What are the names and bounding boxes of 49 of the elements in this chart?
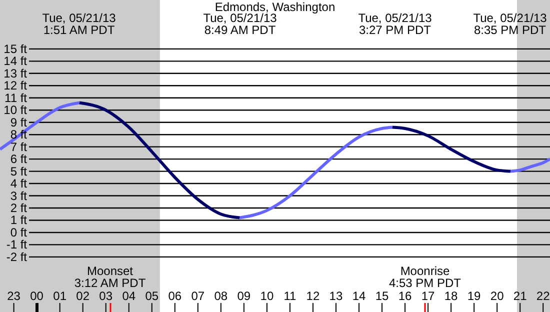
x-tick-label: 20 — [490, 289, 504, 303]
x-tick-label: 10 — [260, 289, 274, 303]
x-tick-label: 05 — [145, 289, 159, 303]
annotation: Tue, 05/21/13 8:35 PM PDT — [473, 11, 548, 37]
y-tick-label: 2 ft — [10, 201, 28, 215]
x-tick-label: 21 — [513, 289, 528, 303]
x-tick-label: 18 — [444, 289, 458, 303]
x-tick-label: 07 — [191, 289, 205, 303]
annotation: Tue, 05/21/13 3:27 PM PDT — [358, 11, 432, 37]
annotation: Tue, 05/21/13 1:51 AM PDT — [42, 11, 116, 37]
x-tick-label: 16 — [398, 289, 412, 303]
x-tick-label: 19 — [467, 289, 482, 303]
y-tick-label: 1 ft — [10, 213, 28, 228]
x-tick-label: 01 — [53, 289, 67, 303]
y-tick-label: 8 ft — [10, 128, 28, 142]
y-tick-label: -2 ft — [6, 250, 28, 264]
x-tick-label: 11 — [284, 289, 297, 303]
annotation: Moonset 3:12 AM PDT — [74, 264, 146, 290]
x-tick-label: 22 — [536, 289, 550, 303]
x-tick-label: 00 — [30, 289, 44, 303]
y-tick-label: 12 ft — [4, 78, 28, 93]
x-tick-label: 23 — [7, 289, 21, 303]
y-tick-label: 7 ft — [10, 140, 28, 154]
annotation: Moonrise 4:53 PM PDT — [388, 264, 462, 290]
y-tick-label: 5 ft — [10, 164, 28, 178]
x-tick-label: 17 — [421, 289, 436, 303]
y-tick-label: 9 ft — [10, 115, 28, 130]
x-tick-label: 09 — [237, 289, 251, 303]
y-tick-label: 3 ft — [10, 188, 28, 203]
x-tick-label: 02 — [76, 289, 90, 303]
y-tick-label: 4 ft — [10, 176, 28, 191]
x-tick-label: 04 — [122, 289, 136, 303]
annotation: Tue, 05/21/13 8:49 AM PDT — [203, 11, 278, 37]
y-tick-label: 10 ft — [4, 103, 28, 118]
y-tick-label: 14 ft — [4, 54, 28, 68]
y-tick-label: 13 ft — [4, 66, 28, 80]
x-tick-label: 06 — [168, 289, 182, 303]
x-tick-label: 03 — [99, 289, 113, 303]
x-tick-label: 14 — [352, 289, 366, 303]
y-tick-label: 11 ft — [4, 90, 28, 105]
x-tick-label: 12 — [306, 289, 320, 303]
x-tick-label: 08 — [214, 289, 228, 303]
chart-title: Edmonds, Washington — [214, 0, 336, 14]
y-tick-label: 6 ft — [10, 152, 28, 166]
y-tick-label: 15 ft — [4, 42, 28, 56]
x-tick-label: 13 — [329, 289, 343, 303]
y-tick-label: 0 ft — [10, 225, 28, 240]
x-tick-label: 15 — [375, 289, 390, 303]
y-tick-label: -1 ft — [6, 238, 28, 252]
